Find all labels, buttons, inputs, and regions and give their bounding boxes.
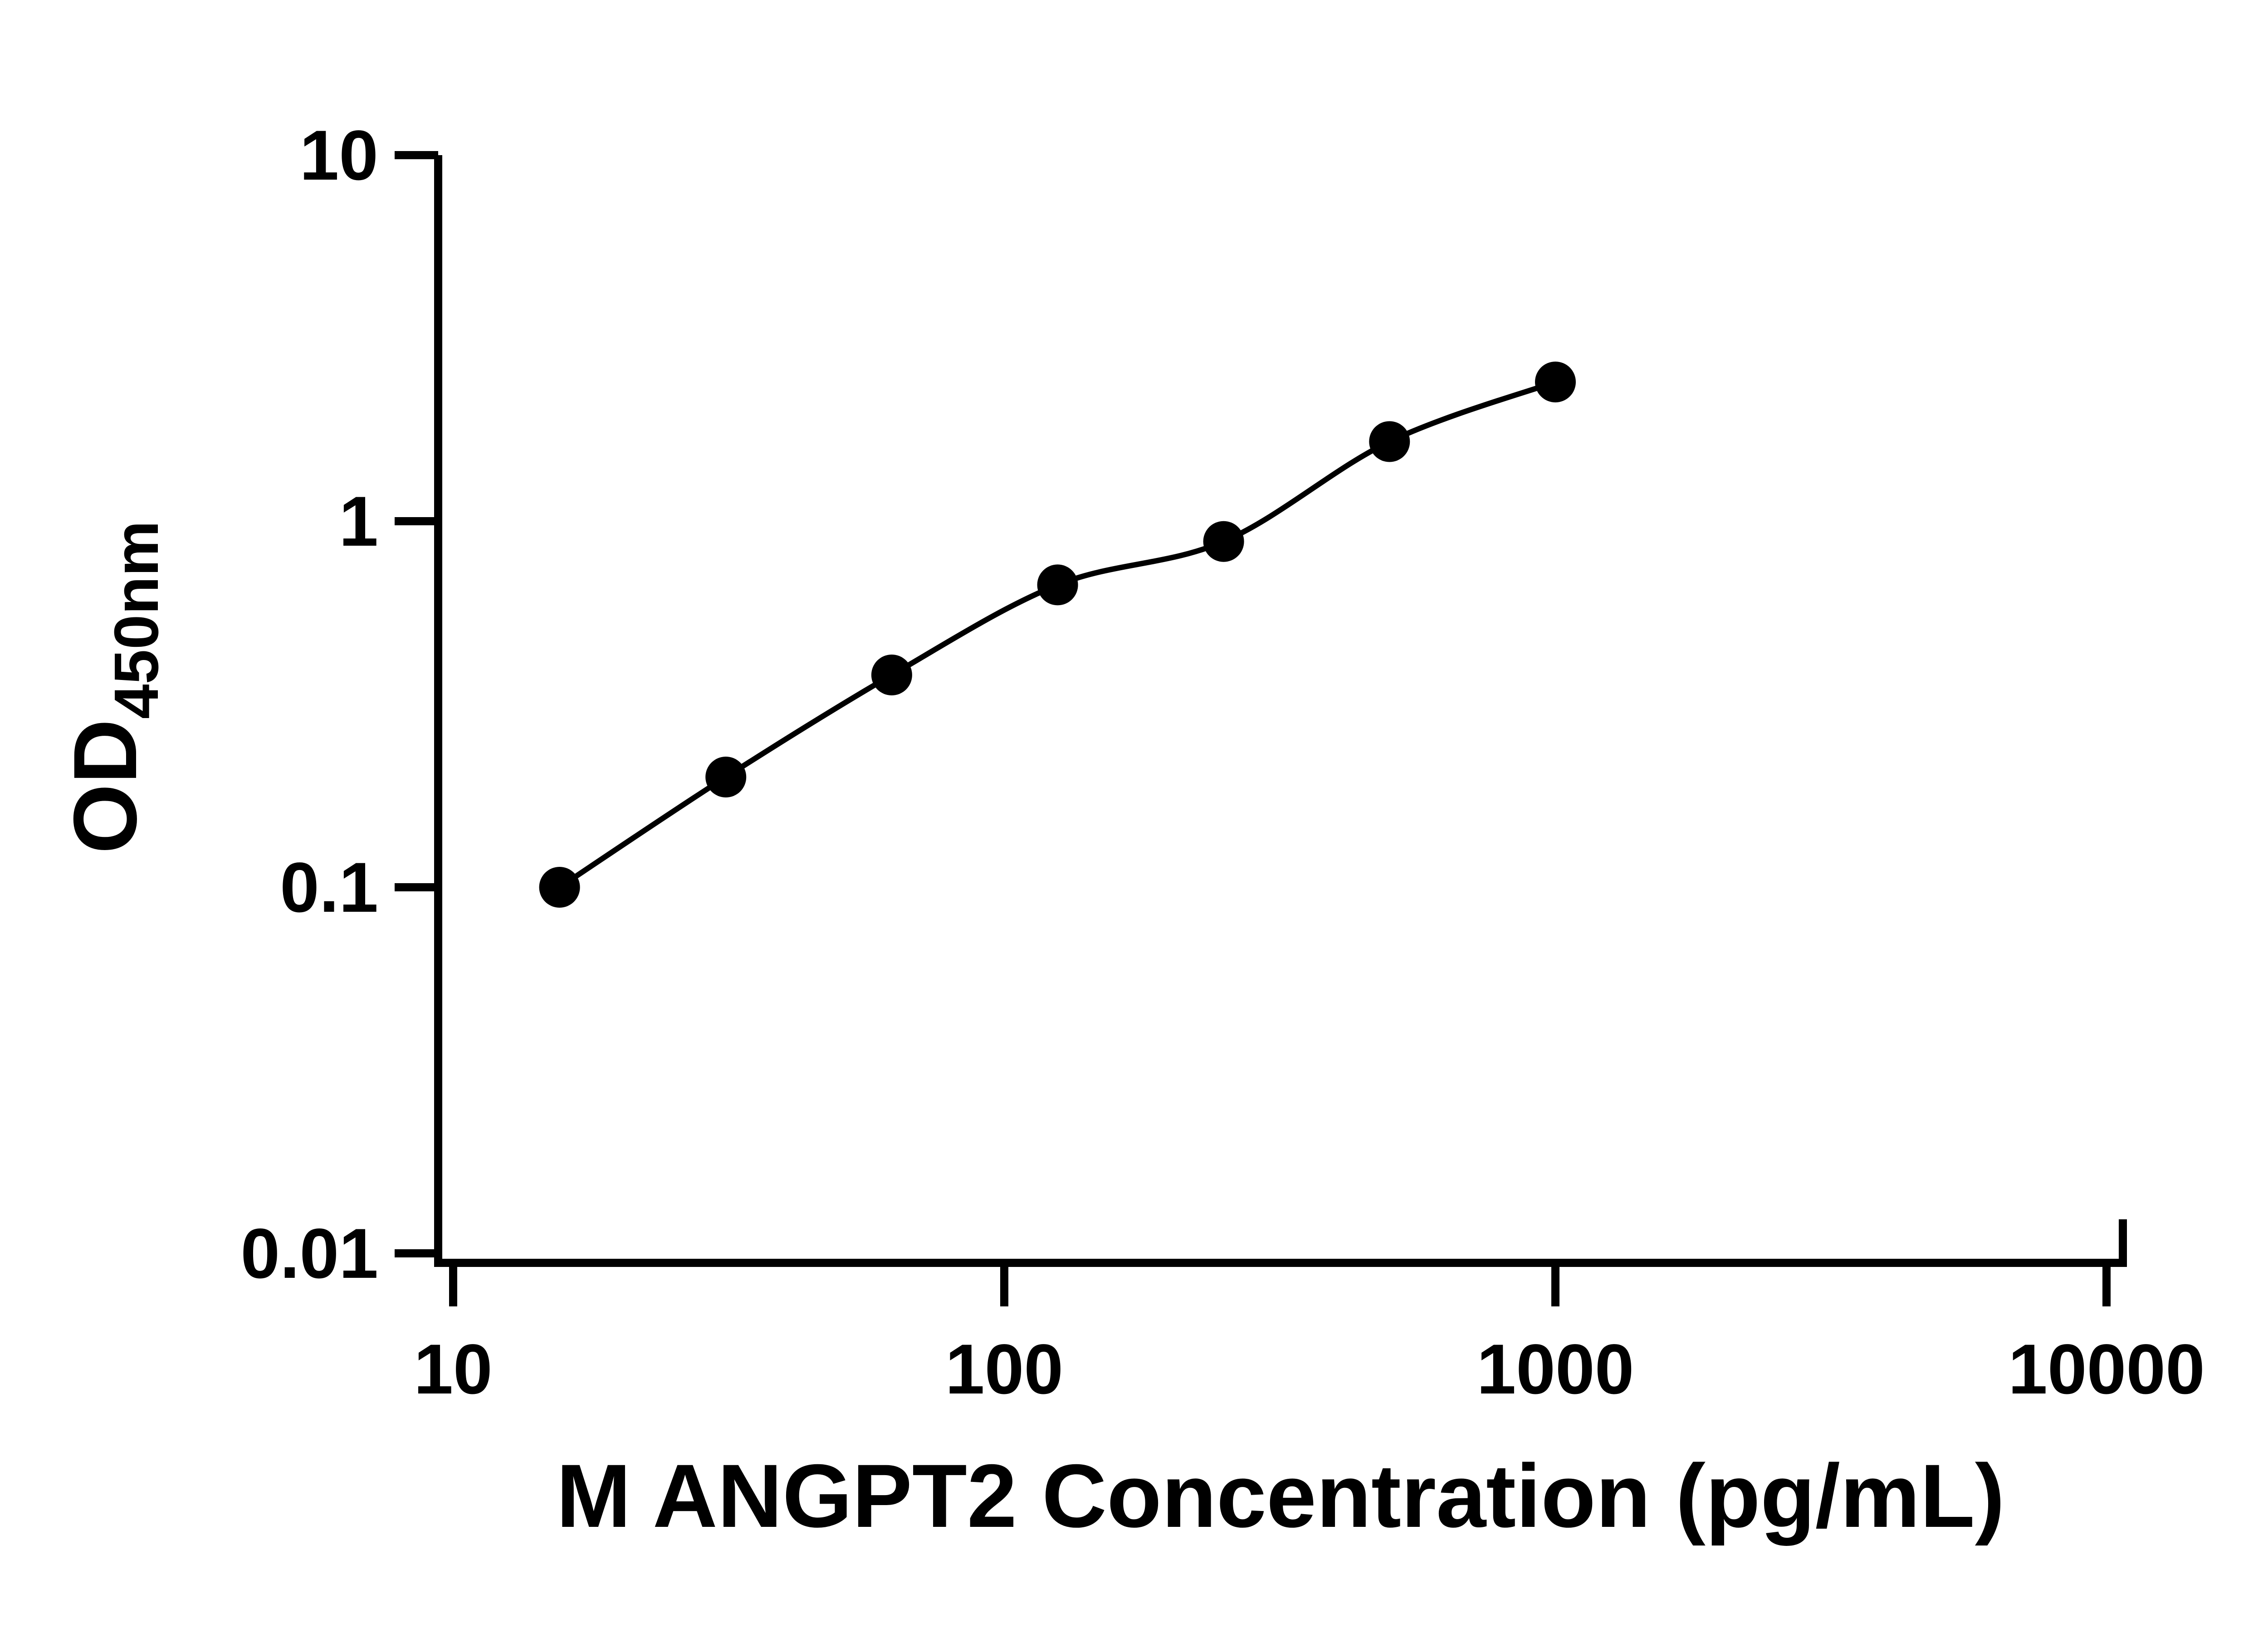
x-tick-label: 10 <box>414 1330 493 1409</box>
fit-curve <box>558 379 1557 890</box>
data-point <box>539 867 580 908</box>
y-tick-label: 10 <box>299 116 378 195</box>
axes: 10 100 1000 10000 0.01 0.1 1 10 <box>240 116 2205 1409</box>
data-point <box>705 757 747 797</box>
axis-frame <box>434 155 2127 1267</box>
x-tick-label: 10000 <box>2008 1330 2205 1409</box>
y-axis-label-sub: 450nm <box>102 521 171 719</box>
series <box>539 362 1576 908</box>
data-point <box>1203 521 1244 562</box>
data-point <box>1037 564 1078 606</box>
y-tick-label: 0.01 <box>240 1214 378 1293</box>
y-axis-label-main: OD <box>55 719 155 854</box>
data-point <box>1369 421 1410 462</box>
y-axis-label: OD450nm <box>55 521 171 854</box>
x-axis-label: M ANGPT2 Concentration (pg/mL) <box>556 1446 2005 1546</box>
x-tick-label: 1000 <box>1476 1330 1634 1409</box>
x-tick-label: 100 <box>945 1330 1063 1409</box>
y-tick-label: 0.1 <box>280 848 378 927</box>
data-point <box>871 655 912 695</box>
y-tick-label: 1 <box>339 482 378 561</box>
data-point <box>1535 362 1576 403</box>
